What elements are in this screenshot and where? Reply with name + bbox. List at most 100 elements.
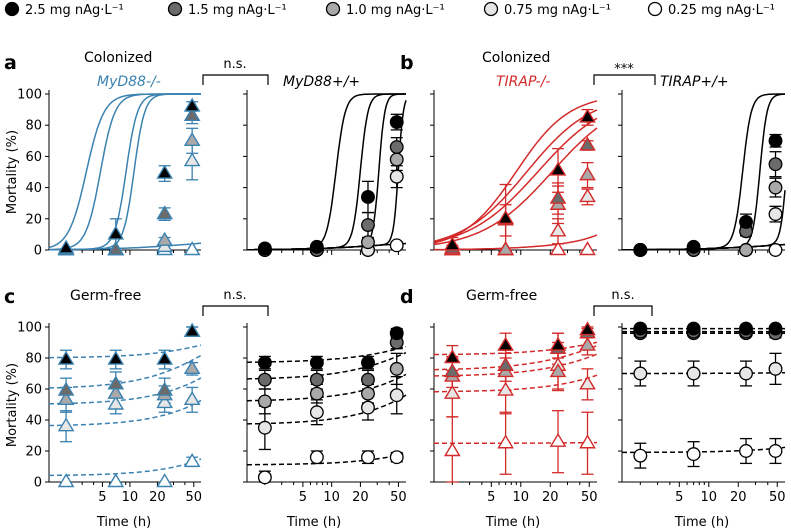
legend-entry: 1.0 mg nAg·L⁻¹ [325,1,445,18]
data-point [497,381,514,396]
significance-d: n.s. [593,288,653,316]
panel-label-d: d [400,286,414,308]
data-point [389,238,404,253]
legend-label: 2.5 mg nAg·L⁻¹ [25,3,124,18]
fit-curve [247,93,406,251]
data-point [768,444,783,458]
data-point [57,381,75,396]
data-point [686,239,701,254]
x-tick-label: 10 [701,490,718,505]
fit-curve [247,351,407,380]
y-tick-label: 40 [25,414,42,429]
data-point [389,361,404,376]
legend-label: 0.25 mg nAg·L⁻¹ [668,3,775,18]
data-point [361,235,375,250]
group-label-myd88-ko: MyD88-/- [97,74,161,90]
data-point [183,97,201,112]
y-tick-label: 0 [34,244,42,259]
fit-curve [434,344,598,371]
x-tick-label: 20 [542,490,559,505]
subplot-c-left: 0 20 40 60 80 100 5 10 20 50 [17,321,202,506]
fit-curve [49,377,202,405]
data-point [257,241,272,256]
data-point [497,356,514,371]
y-tick-label: 80 [25,352,42,367]
fit-curve [434,234,598,251]
data-point [361,355,375,370]
data-point [768,243,783,257]
data-point [309,355,324,370]
data-point [768,321,783,336]
data-point [579,321,596,336]
fit-curve [49,93,201,251]
data-point [361,218,375,232]
data-point [389,450,404,465]
data-point [579,136,596,151]
data-point [579,188,596,203]
data-point [107,241,125,256]
subplot-a-right [243,90,407,257]
legend-entry: 2.5 mg nAg·L⁻¹ [4,1,124,18]
fit-curve [48,354,202,389]
y-tick-label: 80 [25,119,42,134]
data-point [633,321,648,336]
group-label-myd88-wt: MyD88+/+ [283,74,360,90]
legend-marker [167,1,183,17]
x-tick-label: 50 [390,490,407,505]
fit-curve [622,243,786,251]
data-point [686,447,701,462]
data-point [361,400,375,415]
data-point [309,239,324,254]
data-point [389,169,404,184]
significance-a: n.s. [202,57,269,85]
data-point [549,241,567,256]
data-point [389,326,404,341]
data-point [497,209,514,225]
x-tick-label: 20 [352,490,369,505]
data-point [156,473,174,488]
data-point [183,390,201,406]
legend-marker [325,1,341,17]
x-tick-label: 20 [149,490,166,505]
data-point [57,239,75,254]
fit-curve [49,344,202,359]
data-point [739,321,753,336]
data-point [686,366,701,381]
panel-label-b: b [400,52,414,74]
data-point [579,336,596,351]
data-point [768,157,783,172]
significance-label: n.s. [223,57,246,72]
data-point [443,236,461,251]
legend-entry: 1.5 mg nAg·L⁻¹ [167,1,287,18]
data-point [257,394,272,409]
data-point [633,366,648,381]
data-point [768,180,783,195]
significance-label: n.s. [223,288,246,303]
significance-label: n.s. [611,288,634,303]
data-point [183,359,201,375]
data-point [361,450,375,465]
data-point [768,133,783,148]
data-point [549,222,567,237]
legend-marker [483,1,499,17]
significance-b: *** [593,62,656,85]
data-point [107,395,125,410]
data-point [579,108,596,123]
data-point [183,322,201,337]
fit-curve [433,100,598,244]
data-point [183,131,201,147]
data-point [739,214,753,229]
data-point [579,375,596,390]
y-axis-label-bottom: Mortality (%) [5,363,20,447]
x-tick-label: 50 [769,490,786,505]
fit-curve [622,371,785,375]
data-point [579,241,596,256]
fit-curve [247,93,406,251]
subplot-d-left: 5 10 20 50 [430,321,598,505]
y-tick-label: 40 [25,181,42,196]
data-point [549,363,567,378]
data-point [257,355,272,370]
data-point [389,140,404,154]
y-axis-label-top: Mortality (%) [5,130,20,214]
